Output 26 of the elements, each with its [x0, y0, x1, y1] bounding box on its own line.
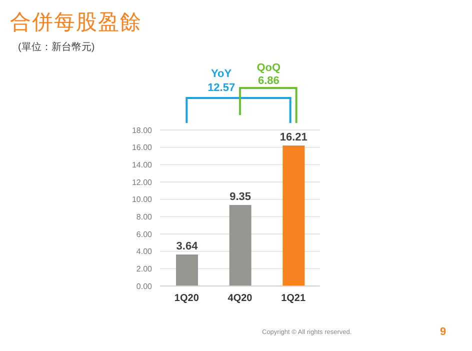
- y-tick-label: 12.00: [132, 178, 153, 187]
- x-tick-label: 1Q21: [281, 293, 306, 304]
- y-tick-label: 2.00: [136, 264, 153, 274]
- chart-title: 合併每股盈餘: [10, 9, 142, 36]
- y-tick-label: 4.00: [136, 247, 153, 256]
- y-tick-label: 14.00: [132, 160, 153, 170]
- y-tick-label: 10.00: [132, 195, 153, 204]
- data-label: 3.64: [176, 240, 199, 252]
- y-tick-label: 6.00: [136, 230, 153, 239]
- x-tick-label: 1Q20: [174, 293, 200, 304]
- data-label: 9.35: [230, 190, 252, 203]
- x-tick-label: 4Q20: [228, 293, 253, 304]
- y-tick-label: 8.00: [136, 212, 153, 222]
- y-tick-label: 0.00: [136, 282, 153, 291]
- y-tick-label: 16.00: [132, 143, 153, 152]
- text: 12.57: [208, 82, 236, 94]
- bar: [229, 204, 252, 286]
- y-tick-label: 18.00: [132, 126, 153, 135]
- text: 6.86: [258, 75, 280, 87]
- bar: [282, 146, 305, 286]
- text: (單位：新台幣元): [18, 40, 95, 54]
- text: 9: [440, 326, 446, 338]
- data-label: 16.21: [280, 132, 308, 144]
- text: YoY: [211, 68, 232, 80]
- text: QoQ: [256, 62, 282, 74]
- bar: [176, 254, 198, 286]
